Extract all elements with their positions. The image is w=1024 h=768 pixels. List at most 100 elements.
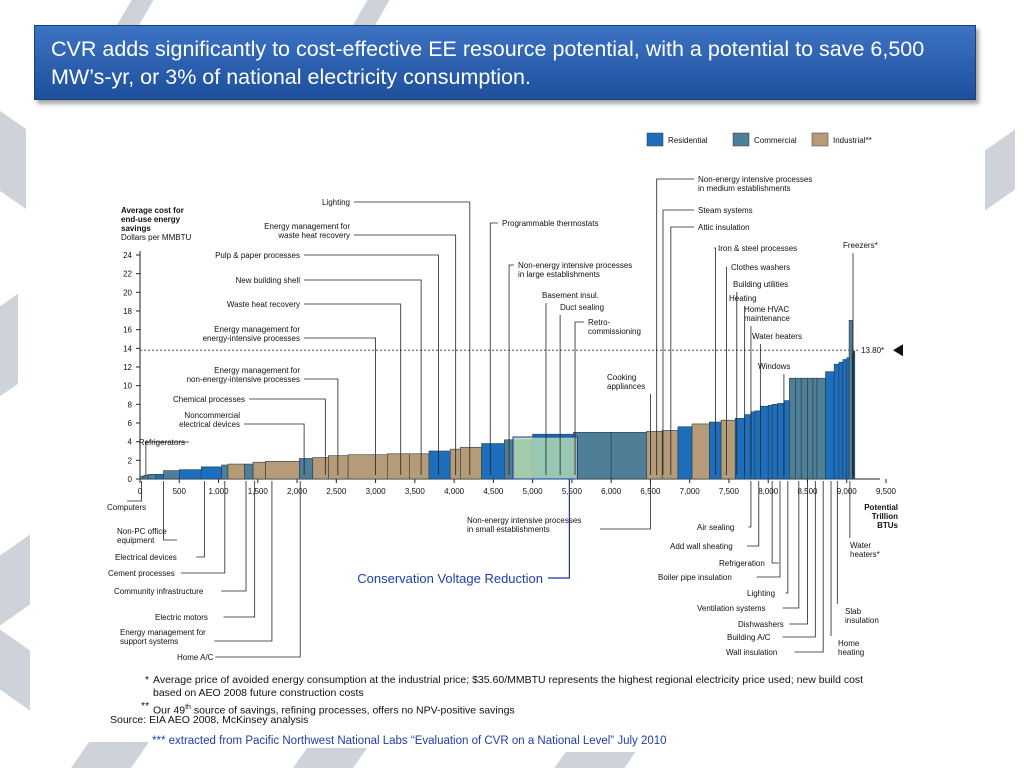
bar — [155, 474, 164, 480]
leader-line — [656, 178, 694, 475]
annotation-label: maintenance — [744, 314, 790, 323]
x-tick-label: 3,500 — [405, 487, 426, 496]
y-tick-label: 6 — [128, 419, 133, 428]
leader-line — [180, 481, 226, 574]
annotation-label: non-energy-intensive processes — [187, 375, 300, 384]
leader-line — [244, 423, 305, 475]
leader-line — [221, 481, 247, 592]
annotation-label: heaters* — [850, 550, 880, 559]
annotation-label: Ventilation systems — [697, 604, 765, 613]
annotation-label: in medium establishments — [698, 184, 790, 193]
annotation-label: Water heaters — [752, 332, 802, 341]
x-tick-label: 0 — [138, 487, 143, 496]
leader-line — [214, 481, 273, 642]
leader-line — [127, 481, 142, 502]
bar — [691, 423, 710, 480]
x-tick-label: 9,500 — [876, 487, 897, 496]
leader-line — [771, 481, 779, 564]
bar — [646, 431, 663, 480]
leader-line — [215, 481, 301, 658]
annotation-label: Pulp & paper processes — [215, 251, 300, 260]
leader-line — [714, 247, 716, 475]
bar — [754, 410, 761, 480]
annotation-label: Add wall sheating — [670, 542, 733, 551]
annotation-label: Non-energy intensive processes — [467, 516, 581, 525]
bar — [771, 404, 778, 480]
x-axis-label: Trillion — [872, 512, 898, 521]
slide-title: CVR adds significantly to cost-effective… — [51, 37, 925, 89]
annotation-label: Clothes washers — [731, 263, 790, 272]
x-tick-label: 3,000 — [366, 487, 387, 496]
annotation-label: Energy management for — [214, 366, 300, 375]
leader-line — [223, 481, 256, 618]
bar — [677, 426, 693, 480]
annotation-label: Retro- — [588, 318, 611, 327]
leader-line — [600, 481, 651, 530]
y-tick-label: 2 — [128, 456, 133, 465]
annotation-label: Refrigeration — [719, 559, 765, 568]
annotation-label: Slab — [845, 607, 862, 616]
bar — [244, 463, 254, 480]
bar — [265, 460, 300, 480]
annotation-label: commissioning — [588, 327, 641, 336]
legend-industrial-swatch — [811, 132, 829, 147]
x-tick-label: 1,000 — [209, 487, 230, 496]
leader-line — [354, 201, 471, 475]
bar — [387, 453, 410, 480]
bar — [481, 443, 505, 480]
bar — [812, 377, 818, 480]
annotation-label: energy-intensive processes — [203, 334, 300, 343]
leader-line — [145, 441, 189, 475]
legend-industrial-label: Industrial** — [833, 136, 872, 145]
reference-arrow-icon — [893, 344, 903, 357]
bar — [848, 320, 853, 480]
credit-note: *** extracted from Pacific Northwest Nat… — [152, 735, 667, 747]
bar — [409, 453, 430, 480]
annotation-label: Energy management for — [120, 628, 206, 637]
bar — [800, 377, 808, 480]
annotation-label: Home A/C — [177, 653, 214, 662]
y-tick-label: 4 — [128, 438, 133, 447]
x-tick-label: 2,500 — [326, 487, 347, 496]
annotation-label: equipment — [117, 536, 155, 545]
leader-line — [163, 481, 177, 541]
leader-line — [304, 337, 376, 475]
annotation-label: Computers — [107, 503, 146, 512]
leader-line — [304, 303, 402, 475]
leader-line — [304, 378, 339, 475]
annotation-label: Attic insulation — [698, 223, 750, 232]
reference-line-label: 13.80* — [861, 346, 884, 355]
legend-residential-label: Residential — [668, 136, 708, 145]
y-tick-label: 10 — [123, 382, 132, 391]
annotation-label: Electric motors — [155, 613, 208, 622]
y-axis-label: Dollars per MMBTU — [121, 233, 191, 242]
bar — [312, 457, 329, 480]
bar — [760, 405, 769, 480]
leader-line — [662, 209, 694, 475]
annotation-label: Electrical devices — [115, 553, 177, 562]
annotation-label: Dishwashers — [738, 620, 784, 629]
bar — [221, 464, 229, 480]
annotation-label: Building A/C — [727, 633, 771, 642]
footnote-1-mark: * — [145, 674, 150, 686]
annotation-label: Wall insulation — [726, 648, 777, 657]
footnote-2-sup: th — [185, 704, 191, 711]
bar — [147, 474, 157, 480]
annotation-label: Water — [850, 541, 871, 550]
annotation-label: Noncommercial — [184, 411, 240, 420]
bar — [227, 463, 245, 480]
leader-line — [756, 481, 781, 578]
bar — [252, 461, 266, 480]
annotation-label: Chemical processes — [173, 395, 245, 404]
x-tick-label: 9,000 — [837, 487, 858, 496]
bar — [143, 474, 149, 480]
annotation-label: appliances — [607, 382, 645, 391]
annotation-label: Lighting — [747, 589, 775, 598]
footnote-1: Average price of avoided energy consumpt… — [153, 674, 864, 699]
bar — [789, 377, 796, 480]
source-note: Source: EIA AEO 2008, McKinsey analysis — [110, 714, 309, 726]
leader-line — [574, 321, 584, 475]
legend-commercial-label: Commercial — [754, 136, 797, 145]
footnote-2-rest: source of savings, refining processes, o… — [190, 704, 515, 717]
y-tick-label: 24 — [123, 251, 132, 260]
